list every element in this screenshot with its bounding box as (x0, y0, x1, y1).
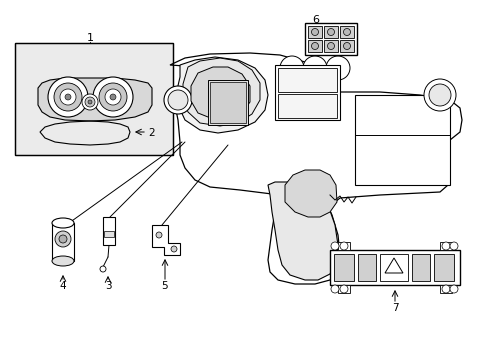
Text: 6: 6 (312, 15, 319, 25)
Polygon shape (38, 78, 152, 121)
Bar (278, 68, 336, 92)
Polygon shape (152, 225, 180, 255)
Circle shape (110, 94, 116, 100)
Circle shape (280, 56, 304, 80)
Bar (379, 254, 407, 281)
Circle shape (327, 42, 334, 50)
Bar (307, 40, 321, 52)
Bar (15, 43, 173, 155)
Circle shape (339, 242, 347, 250)
Circle shape (55, 231, 71, 247)
Circle shape (325, 56, 349, 80)
Circle shape (423, 79, 455, 111)
Circle shape (303, 56, 326, 80)
Text: 4: 4 (60, 281, 66, 291)
Bar (439, 242, 451, 250)
Circle shape (330, 242, 338, 250)
Bar (411, 254, 429, 281)
Bar (207, 80, 247, 125)
Bar (324, 26, 337, 38)
Circle shape (85, 97, 95, 107)
Circle shape (311, 28, 318, 36)
Bar (439, 285, 451, 293)
Polygon shape (170, 53, 461, 284)
Circle shape (441, 285, 449, 293)
Polygon shape (183, 58, 260, 126)
Circle shape (60, 89, 76, 105)
Circle shape (449, 242, 457, 250)
Circle shape (311, 42, 318, 50)
Circle shape (441, 242, 449, 250)
Bar (339, 26, 353, 38)
Circle shape (88, 100, 92, 104)
Bar (333, 254, 353, 281)
Bar (339, 40, 353, 52)
Circle shape (48, 77, 88, 117)
Bar (337, 242, 349, 250)
Bar (324, 40, 337, 52)
Circle shape (428, 84, 450, 106)
Bar (305, 23, 356, 55)
Circle shape (343, 28, 350, 36)
Circle shape (339, 285, 347, 293)
Text: 7: 7 (391, 303, 398, 313)
Bar (103, 217, 115, 245)
Circle shape (330, 285, 338, 293)
Circle shape (105, 89, 121, 105)
Bar (104, 231, 114, 237)
Circle shape (327, 28, 334, 36)
Bar (337, 285, 349, 293)
Circle shape (168, 90, 187, 110)
Bar (307, 26, 321, 38)
Text: 1: 1 (86, 33, 93, 43)
Polygon shape (285, 170, 336, 217)
Bar (354, 95, 449, 185)
Bar (209, 82, 245, 123)
Bar (52, 223, 74, 261)
Polygon shape (191, 67, 249, 119)
Circle shape (93, 77, 133, 117)
Circle shape (65, 94, 71, 100)
Text: 3: 3 (104, 281, 111, 291)
Circle shape (59, 235, 67, 243)
Circle shape (449, 285, 457, 293)
Ellipse shape (52, 256, 74, 266)
Circle shape (99, 83, 127, 111)
Circle shape (82, 94, 98, 110)
Circle shape (156, 232, 162, 238)
Bar (357, 254, 375, 281)
Polygon shape (177, 57, 267, 133)
Bar (278, 94, 336, 118)
Circle shape (343, 42, 350, 50)
Text: 5: 5 (162, 281, 168, 291)
Text: 2: 2 (148, 128, 154, 138)
Circle shape (54, 83, 82, 111)
Circle shape (171, 246, 177, 252)
Bar (15, 43, 173, 155)
Bar (274, 65, 339, 120)
Circle shape (163, 86, 192, 114)
Polygon shape (267, 182, 337, 280)
Circle shape (100, 266, 106, 272)
Ellipse shape (52, 218, 74, 228)
Bar (433, 254, 453, 281)
Bar (329, 250, 459, 285)
